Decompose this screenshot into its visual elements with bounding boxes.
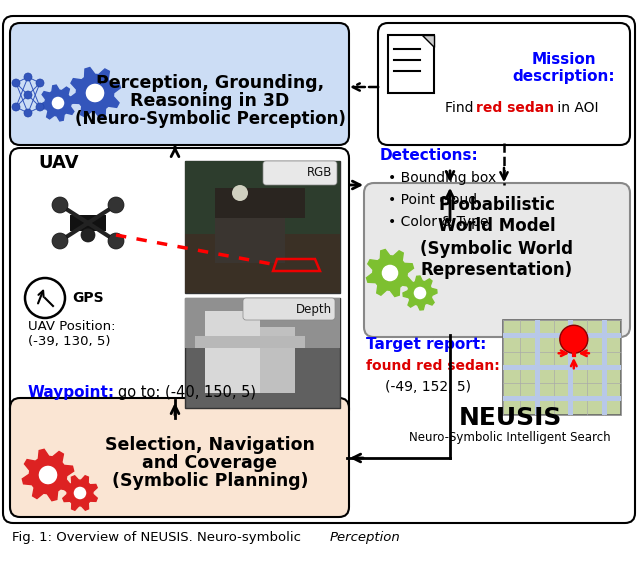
Text: and Coverage: and Coverage <box>143 454 278 472</box>
Circle shape <box>36 103 44 111</box>
Circle shape <box>108 197 124 213</box>
Circle shape <box>81 228 95 242</box>
Text: (-49, 152, 5): (-49, 152, 5) <box>385 380 471 394</box>
Circle shape <box>25 278 65 318</box>
Circle shape <box>52 233 68 249</box>
Text: Find: Find <box>445 101 478 115</box>
Text: Fig. 1: Overview of NEUSIS. Neuro-symbolic: Fig. 1: Overview of NEUSIS. Neuro-symbol… <box>12 530 305 543</box>
Text: (-39, 130, 5): (-39, 130, 5) <box>28 334 111 347</box>
Text: red sedan: red sedan <box>476 101 554 115</box>
Text: Probabilistic: Probabilistic <box>438 196 556 214</box>
Circle shape <box>24 73 32 81</box>
Circle shape <box>381 264 399 282</box>
Polygon shape <box>70 68 120 118</box>
FancyBboxPatch shape <box>364 183 630 337</box>
Text: Perception, Grounding,: Perception, Grounding, <box>96 74 324 92</box>
FancyBboxPatch shape <box>3 16 635 523</box>
Text: found red sedan:: found red sedan: <box>366 359 500 373</box>
Bar <box>185 298 340 408</box>
Bar <box>602 320 607 415</box>
Polygon shape <box>22 449 74 501</box>
Bar <box>195 336 305 347</box>
Bar <box>215 188 285 263</box>
Text: Waypoint:: Waypoint: <box>28 386 115 400</box>
Text: • Bounding box: • Bounding box <box>388 171 496 185</box>
Text: (Symbolic Planning): (Symbolic Planning) <box>112 472 308 490</box>
Polygon shape <box>63 476 97 510</box>
Polygon shape <box>403 276 437 310</box>
Bar <box>185 298 340 347</box>
Circle shape <box>560 325 588 353</box>
Bar <box>503 320 621 415</box>
Circle shape <box>413 286 427 300</box>
Bar <box>185 161 340 234</box>
Polygon shape <box>367 249 413 297</box>
Circle shape <box>51 96 65 110</box>
Text: UAV Position:: UAV Position: <box>28 319 115 333</box>
Bar <box>185 161 340 293</box>
Text: Detections:: Detections: <box>380 148 479 163</box>
FancyBboxPatch shape <box>243 298 335 320</box>
Circle shape <box>52 197 68 213</box>
Bar <box>205 311 260 393</box>
Text: Neuro-Symbolic Intelligent Search: Neuro-Symbolic Intelligent Search <box>409 431 611 445</box>
Circle shape <box>24 109 32 117</box>
Text: Selection, Navigation: Selection, Navigation <box>105 436 315 454</box>
Bar <box>568 320 573 415</box>
Text: GPS: GPS <box>72 291 104 305</box>
Circle shape <box>38 465 58 485</box>
Circle shape <box>73 486 87 500</box>
Bar <box>388 35 434 93</box>
Text: Target report:: Target report: <box>366 337 486 352</box>
Text: • Point cloud: • Point cloud <box>388 193 477 207</box>
Text: in AOI: in AOI <box>553 101 598 115</box>
Text: World Model: World Model <box>438 217 556 235</box>
Text: • Color & Type: • Color & Type <box>388 215 488 229</box>
Text: NEUSIS: NEUSIS <box>458 406 562 430</box>
Text: (Symbolic World: (Symbolic World <box>420 240 573 258</box>
Circle shape <box>24 91 32 99</box>
Text: description:: description: <box>513 69 615 84</box>
FancyBboxPatch shape <box>10 148 349 420</box>
Bar <box>205 327 295 393</box>
Bar <box>503 396 621 401</box>
Polygon shape <box>422 35 434 47</box>
Text: (Neuro-Symbolic Perception): (Neuro-Symbolic Perception) <box>75 110 346 128</box>
FancyBboxPatch shape <box>10 398 349 517</box>
FancyBboxPatch shape <box>10 23 349 145</box>
Bar <box>503 333 621 338</box>
Text: Mission: Mission <box>532 52 596 68</box>
Bar <box>70 215 106 231</box>
Circle shape <box>12 79 20 87</box>
Text: UAV: UAV <box>38 154 79 172</box>
Circle shape <box>36 79 44 87</box>
Text: go to: (-40, 150, 5): go to: (-40, 150, 5) <box>118 386 256 400</box>
Bar <box>215 188 305 218</box>
FancyBboxPatch shape <box>378 23 630 145</box>
Circle shape <box>108 233 124 249</box>
Text: RGB: RGB <box>307 167 332 180</box>
Text: Depth: Depth <box>296 302 332 315</box>
Bar <box>185 234 340 293</box>
Bar <box>503 364 621 369</box>
Text: Representation): Representation) <box>421 261 573 279</box>
Polygon shape <box>40 85 76 121</box>
Circle shape <box>232 185 248 201</box>
Circle shape <box>12 103 20 111</box>
Bar <box>534 320 540 415</box>
Text: Reasoning in 3D: Reasoning in 3D <box>131 92 290 110</box>
Text: Perception: Perception <box>330 530 401 543</box>
FancyBboxPatch shape <box>263 161 337 185</box>
Circle shape <box>85 83 105 103</box>
